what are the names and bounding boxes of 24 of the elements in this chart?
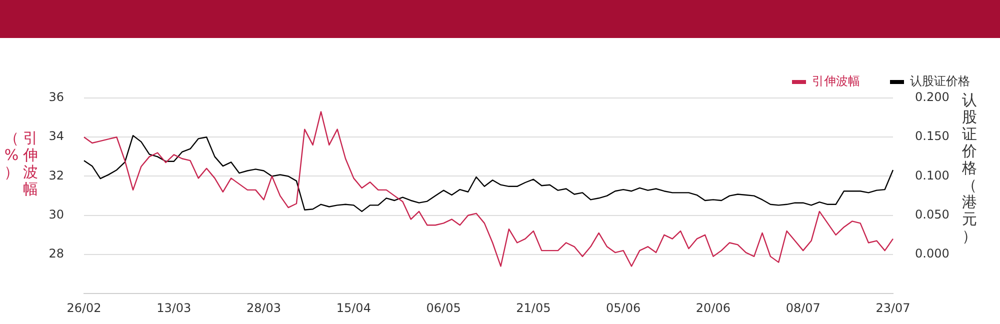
x-tick-label: 08/07 bbox=[786, 300, 820, 315]
x-tick-label: 15/04 bbox=[336, 300, 371, 315]
x-tick-label: 23/07 bbox=[876, 300, 910, 315]
legend-label: 引伸波幅 bbox=[812, 74, 860, 88]
y-tick-label: 34 bbox=[48, 129, 64, 144]
legend-label: 认股证价格 bbox=[910, 74, 970, 88]
text: 引伸波幅（%） bbox=[4, 129, 38, 198]
y2-tick-label: 0.100 bbox=[915, 168, 950, 182]
y2-tick-label: 0.050 bbox=[915, 207, 950, 222]
y2-tick-label: 0.150 bbox=[915, 129, 950, 144]
x-tick-label: 28/03 bbox=[246, 300, 282, 315]
x-tick-label: 13/03 bbox=[156, 300, 192, 315]
x-tick-label: 21/05 bbox=[516, 300, 551, 315]
x-tick-label: 05/06 bbox=[606, 300, 641, 315]
x-tick-label: 06/05 bbox=[426, 300, 461, 315]
x-tick-label: 26/02 bbox=[66, 300, 102, 315]
y2-tick-label: 0.200 bbox=[915, 90, 950, 104]
y-tick-label: 30 bbox=[48, 207, 64, 222]
y-tick-label: 32 bbox=[48, 168, 64, 182]
y2-tick-label: 0.000 bbox=[915, 246, 950, 261]
text: 认股证价格（港元） bbox=[962, 91, 977, 245]
x-tick-label: 20/06 bbox=[696, 300, 731, 315]
y-tick-label: 28 bbox=[48, 246, 64, 261]
y-tick-label: 36 bbox=[48, 90, 64, 104]
